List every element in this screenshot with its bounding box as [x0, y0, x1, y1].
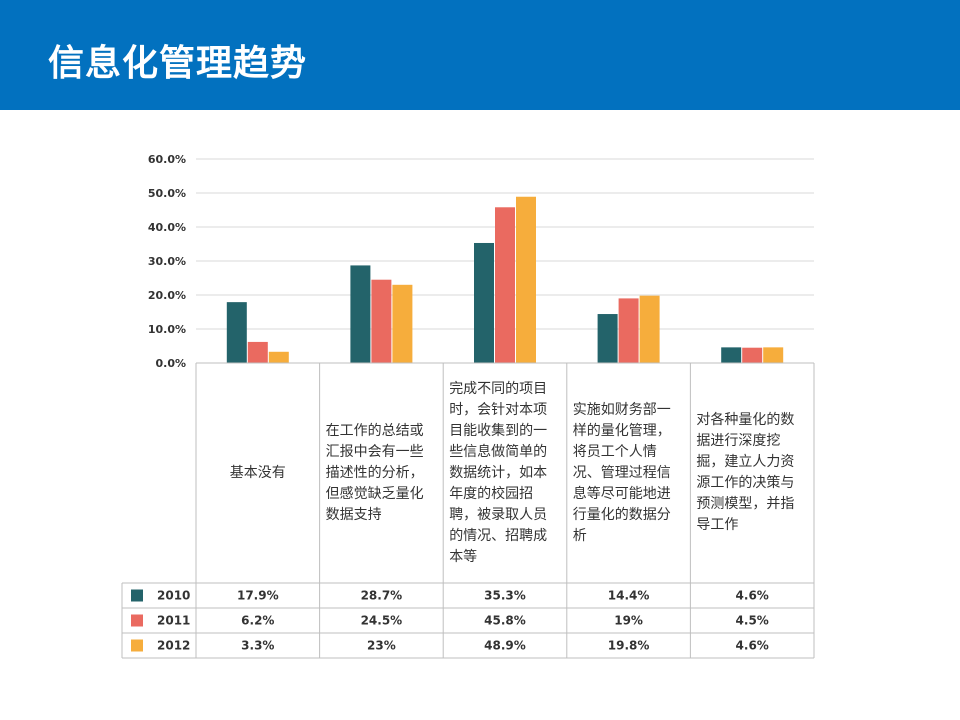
- category-label-4: 实施如财务部一样的量化管理，将员工个人情况、管理过程信息等尽可能地进行量化的数据…: [572, 401, 671, 544]
- table-value-2012-1: 3.3%: [241, 639, 274, 653]
- legend-swatch-2010: [131, 589, 143, 602]
- bar-2012-3: [516, 196, 536, 363]
- legend-label-2010: 2010: [157, 589, 190, 603]
- bar-2011-2: [371, 279, 392, 363]
- legend-label-2012: 2012: [157, 639, 190, 653]
- bar-2012-1: [268, 351, 289, 363]
- bar-2010-4: [597, 314, 618, 363]
- category-label-3: 完成不同的项目时，会针对本项目能收集到的一些信息做简单的数据统计，如本年度的校园…: [449, 380, 548, 565]
- category-label-2: 在工作的总结或汇报中会有一些描述性的分析，但感觉缺乏量化数据支持: [325, 422, 424, 523]
- y-tick-label: 20.0%: [148, 289, 186, 302]
- bar-2010-1: [226, 302, 247, 363]
- y-tick-label: 10.0%: [148, 323, 186, 336]
- table-value-2010-4: 14.4%: [608, 589, 650, 603]
- table-value-2012-2: 23%: [367, 639, 396, 653]
- bar-2012-2: [392, 284, 413, 363]
- table-value-2010-1: 17.9%: [237, 589, 279, 603]
- table-value-2010-5: 4.6%: [736, 589, 769, 603]
- table-value-2012-5: 4.6%: [736, 639, 769, 653]
- category-label-5: 对各种量化的数据进行深度挖掘，建立人力资源工作的决策与预测模型，并指导工作: [696, 412, 795, 533]
- bar-2011-1: [247, 341, 268, 363]
- y-tick-label: 50.0%: [148, 187, 186, 200]
- header-bar: 信息化管理趋势: [0, 0, 960, 110]
- bar-2011-4: [618, 298, 639, 363]
- bar-2010-5: [721, 347, 742, 363]
- table-value-2011-2: 24.5%: [361, 614, 403, 628]
- y-tick-label: 60.0%: [148, 153, 186, 166]
- y-tick-label: 0.0%: [155, 357, 186, 370]
- table-value-2011-5: 4.5%: [736, 614, 769, 628]
- bar-2011-3: [495, 207, 515, 363]
- table-value-2012-4: 19.8%: [608, 639, 650, 653]
- bar-2012-5: [763, 347, 784, 363]
- table-value-2011-3: 45.8%: [484, 614, 526, 628]
- table-value-2011-1: 6.2%: [241, 614, 274, 628]
- table-value-2011-4: 19%: [614, 614, 643, 628]
- bar-2011-5: [742, 347, 763, 363]
- table-value-2010-2: 28.7%: [361, 589, 403, 603]
- table-value-2012-3: 48.9%: [484, 639, 526, 653]
- legend-swatch-2011: [131, 614, 143, 627]
- bar-2010-3: [474, 242, 494, 363]
- legend-label-2011: 2011: [157, 614, 190, 628]
- bar-2010-2: [350, 265, 371, 363]
- page-title: 信息化管理趋势: [48, 43, 308, 84]
- bar-2012-4: [639, 295, 660, 363]
- y-tick-label: 30.0%: [148, 255, 186, 268]
- legend-swatch-2012: [131, 639, 143, 652]
- y-tick-label: 40.0%: [148, 221, 186, 234]
- category-label-1: 基本没有: [229, 464, 286, 481]
- table-value-2010-3: 35.3%: [484, 589, 526, 603]
